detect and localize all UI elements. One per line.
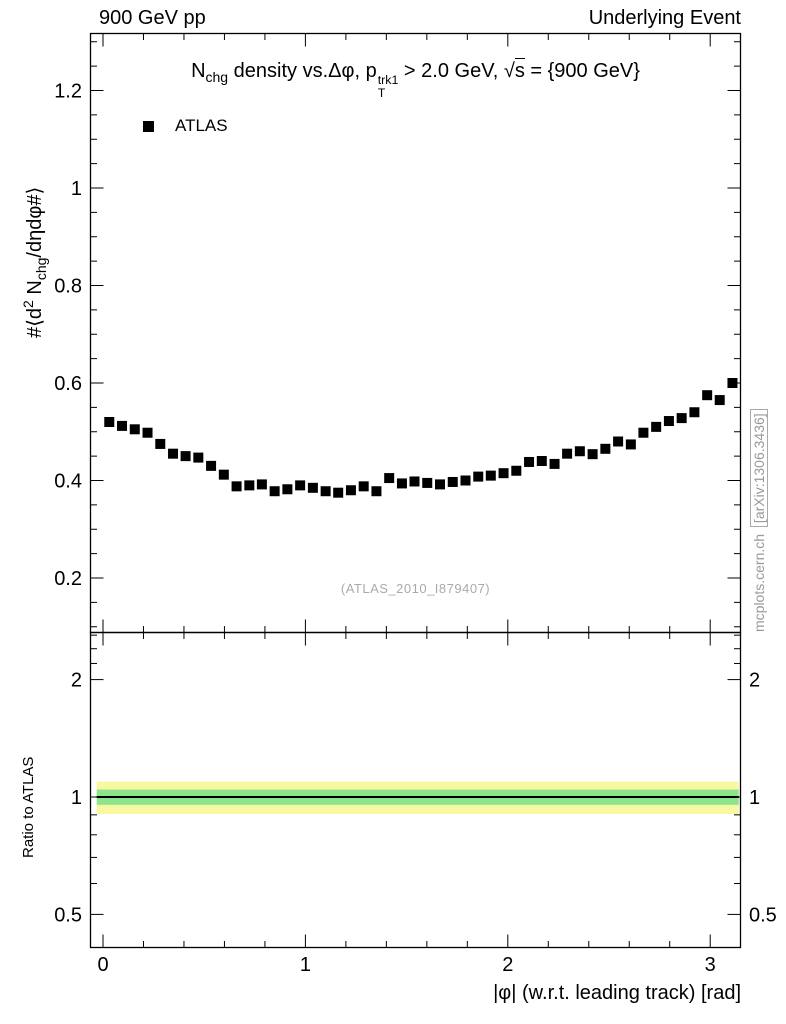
main-y-axis-label: #⟨d2 Nchg/dηdφ#⟩ — [20, 186, 49, 338]
legend-square-marker-icon — [143, 120, 154, 132]
tick-label: 0.8 — [54, 276, 82, 298]
side-caption-site: mcplots.cern.ch — [751, 533, 767, 632]
header-beam-energy: 900 GeV pp — [99, 7, 206, 29]
data-point — [295, 480, 306, 491]
data-point — [358, 481, 369, 492]
ratio-panel-frame — [89, 631, 742, 949]
data-point — [269, 486, 280, 497]
data-point — [320, 486, 331, 497]
data-point — [231, 481, 242, 492]
data-point — [244, 480, 255, 491]
data-point — [574, 446, 585, 457]
data-point — [460, 475, 471, 486]
data-point — [256, 479, 267, 490]
data-point — [409, 476, 420, 487]
data-point — [600, 443, 611, 454]
data-point — [206, 460, 217, 471]
legend: ATLAS — [143, 116, 228, 136]
data-point — [155, 438, 166, 449]
ratio-bands-group — [96, 781, 739, 814]
tick-label: 2 — [502, 954, 513, 976]
data-point — [117, 420, 128, 431]
axis-ticks-group — [90, 33, 741, 948]
tick-label: 0 — [97, 954, 108, 976]
data-point — [702, 390, 713, 401]
data-point — [396, 478, 407, 489]
data-point — [447, 476, 458, 487]
side-caption: mcplots.cern.ch [arXiv:1306.3436] — [750, 409, 768, 632]
tick-label: 1 — [749, 787, 760, 809]
data-point — [282, 484, 293, 495]
tick-label: 0.5 — [749, 904, 777, 926]
data-point — [549, 458, 560, 469]
tick-label: 3 — [705, 954, 716, 976]
tick-label: 1 — [300, 954, 311, 976]
ratio-y-axis-label: Ratio to ATLAS — [20, 756, 37, 858]
data-point — [422, 477, 433, 488]
header-analysis-type: Underlying Event — [588, 7, 741, 29]
data-point — [689, 407, 700, 418]
legend-label: ATLAS — [175, 116, 228, 135]
data-points-group — [104, 378, 738, 498]
data-point — [676, 413, 687, 424]
x-axis-label: |φ| (w.r.t. leading track) [rad] — [493, 982, 741, 1004]
data-point — [613, 436, 624, 447]
data-point — [587, 449, 598, 460]
data-point — [218, 469, 229, 480]
tick-label: 1 — [71, 787, 82, 809]
data-point — [511, 465, 522, 476]
data-point — [104, 417, 115, 427]
data-point — [345, 485, 356, 496]
data-point — [180, 451, 191, 462]
watermark-analysis-id: (ATLAS_2010_I879407) — [340, 581, 491, 596]
data-point — [434, 479, 445, 490]
data-point — [168, 448, 179, 459]
tick-label: 2 — [749, 670, 760, 692]
plot-title: Nchg density vs.Δφ, p trk1 T > 2.0 GeV, √s… — [191, 58, 640, 101]
data-point — [524, 456, 535, 467]
data-point — [562, 448, 573, 459]
tick-label: 0.2 — [54, 568, 82, 590]
data-point — [129, 424, 140, 435]
data-point — [663, 416, 674, 427]
tick-label: 0.5 — [54, 904, 82, 926]
data-point — [333, 487, 344, 498]
tick-label: 0.6 — [54, 373, 82, 395]
data-point — [651, 421, 662, 432]
tick-label: 0.4 — [54, 471, 82, 493]
data-point — [638, 427, 649, 438]
tick-label: 1.2 — [54, 81, 82, 103]
data-point — [307, 482, 318, 493]
data-point — [714, 395, 725, 406]
data-point — [193, 452, 204, 463]
data-point — [536, 456, 547, 466]
axis-tick-labels-group: 0 1 2 3 0.2 0.4 0.6 0.8 1 1.2 0.5 0.5 1 1 2 2 — [54, 81, 777, 977]
data-point — [727, 378, 738, 388]
data-point — [142, 427, 153, 438]
tick-label: 2 — [71, 670, 82, 692]
side-caption-arxiv: [arXiv:1306.3436] — [750, 409, 768, 528]
data-point — [473, 471, 484, 482]
data-point — [485, 470, 496, 481]
data-point — [498, 468, 509, 479]
data-point — [625, 439, 636, 450]
data-point — [371, 486, 382, 497]
tick-label: 1 — [71, 178, 82, 200]
data-point — [384, 473, 395, 484]
